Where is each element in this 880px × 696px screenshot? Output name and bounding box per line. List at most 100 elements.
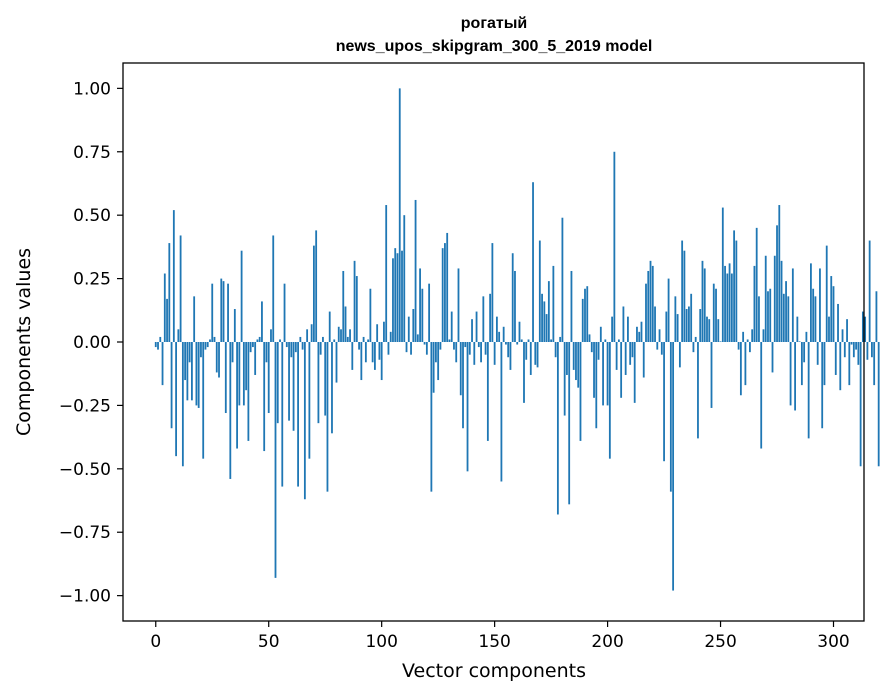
bar-120 <box>425 342 428 355</box>
chart-title: рогатый <box>461 15 527 32</box>
bar-145 <box>482 296 485 342</box>
bar-156 <box>507 342 510 358</box>
bar-146 <box>484 342 487 355</box>
bar-112 <box>407 316 410 342</box>
bar-286 <box>800 342 803 386</box>
bar-215 <box>640 321 643 342</box>
bar-247 <box>712 283 715 342</box>
bar-166 <box>529 342 532 375</box>
bar-8 <box>172 210 175 342</box>
bar-320 <box>877 342 880 467</box>
bar-259 <box>739 342 742 396</box>
bar-153 <box>500 342 503 482</box>
bar-119 <box>423 342 426 345</box>
bar-284 <box>796 316 799 342</box>
bar-0 <box>154 342 157 348</box>
bar-300 <box>832 286 835 342</box>
bar-297 <box>825 245 828 342</box>
bar-272 <box>769 288 772 342</box>
bar-107 <box>396 253 399 342</box>
bar-194 <box>593 342 595 398</box>
bar-147 <box>486 342 489 441</box>
bar-123 <box>432 342 435 393</box>
bar-103 <box>387 342 390 355</box>
bar-207 <box>622 306 625 342</box>
bar-164 <box>525 342 528 360</box>
bar-53 <box>274 342 277 578</box>
bar-4 <box>163 273 166 342</box>
bar-292 <box>814 296 817 342</box>
bar-155 <box>505 342 507 345</box>
bar-274 <box>773 255 776 342</box>
bar-288 <box>805 331 808 342</box>
bar-293 <box>816 342 819 365</box>
bar-9 <box>175 342 177 457</box>
chart-subtitle: news_upos_skipgram_300_5_2019 model <box>336 38 653 55</box>
bar-109 <box>401 250 403 342</box>
bar-254 <box>728 263 731 342</box>
bar-169 <box>536 342 539 368</box>
bar-134 <box>457 268 460 342</box>
bar-188 <box>579 342 582 441</box>
y-tick-label: 1.00 <box>73 79 111 99</box>
bar-242 <box>701 260 704 342</box>
bar-253 <box>726 273 729 342</box>
bar-31 <box>224 342 227 414</box>
bar-305 <box>843 342 846 358</box>
bar-262 <box>746 339 749 342</box>
bar-187 <box>577 342 580 388</box>
bar-227 <box>667 278 670 342</box>
bar-203 <box>613 151 616 342</box>
x-tick-label: 50 <box>258 632 280 652</box>
bar-18 <box>195 342 198 406</box>
bar-78 <box>331 342 333 434</box>
bar-46 <box>258 336 261 342</box>
y-tick-label: 0.00 <box>73 333 111 353</box>
bar-195 <box>595 342 598 429</box>
bar-306 <box>846 319 848 342</box>
bar-237 <box>690 293 693 342</box>
x-tick-label: 250 <box>704 632 736 652</box>
bar-10 <box>177 329 180 342</box>
bar-294 <box>819 268 821 342</box>
bar-213 <box>636 326 638 342</box>
bar-126 <box>439 342 442 350</box>
bar-35 <box>233 309 236 342</box>
bar-249 <box>717 319 720 342</box>
x-tick-label: 200 <box>591 632 623 652</box>
bar-84 <box>344 306 347 342</box>
bar-140 <box>471 319 473 342</box>
bar-67 <box>306 329 309 342</box>
bar-30 <box>222 281 225 342</box>
bar-6 <box>168 243 171 342</box>
bar-17 <box>193 296 196 342</box>
bar-314 <box>864 316 867 342</box>
bar-series <box>154 88 880 591</box>
bar-189 <box>581 298 584 342</box>
x-tick-label: 0 <box>150 632 161 652</box>
bar-152 <box>498 331 501 342</box>
y-tick-label: 0.25 <box>73 270 111 290</box>
bar-56 <box>281 342 284 487</box>
bar-5 <box>166 298 168 342</box>
bar-246 <box>710 342 713 408</box>
bar-48 <box>263 342 266 452</box>
bar-162 <box>520 339 523 342</box>
bar-212 <box>633 342 636 403</box>
bar-64 <box>299 336 302 342</box>
bar-319 <box>875 291 878 342</box>
bar-255 <box>730 273 733 342</box>
bar-148 <box>489 293 492 342</box>
bar-239 <box>694 336 697 342</box>
bar-256 <box>733 230 736 342</box>
bar-85 <box>346 336 349 342</box>
bar-311 <box>857 342 860 365</box>
bar-303 <box>839 342 842 391</box>
bar-182 <box>566 342 568 375</box>
bar-226 <box>665 311 668 342</box>
bar-75 <box>324 342 327 416</box>
bar-271 <box>767 291 769 342</box>
bar-52 <box>272 235 275 342</box>
bar-178 <box>556 342 559 515</box>
bar-289 <box>807 342 810 439</box>
